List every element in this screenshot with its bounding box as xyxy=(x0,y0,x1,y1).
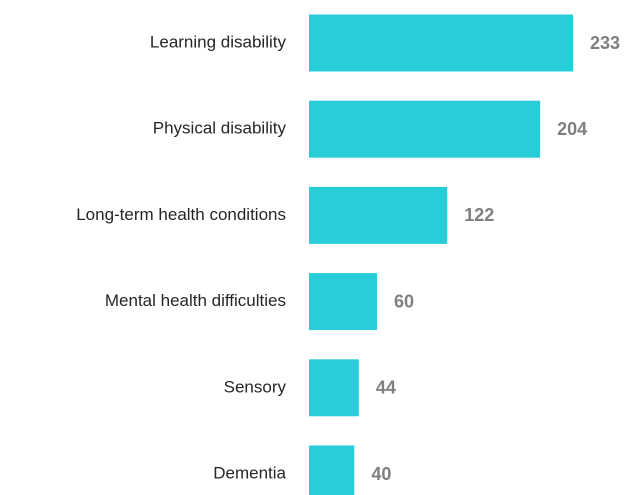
category-label: Physical disability xyxy=(153,119,287,138)
bar xyxy=(309,186,448,244)
category-label: Learning disability xyxy=(150,32,287,51)
value-label: 233 xyxy=(590,33,620,53)
value-label: 204 xyxy=(557,119,587,139)
value-label: 122 xyxy=(464,205,494,225)
bar xyxy=(309,100,541,158)
value-label: 60 xyxy=(394,291,414,311)
category-label: Mental health difficulties xyxy=(105,291,286,310)
category-label: Long-term health conditions xyxy=(76,205,286,224)
category-label: Dementia xyxy=(213,463,286,482)
bar xyxy=(309,273,377,331)
bar xyxy=(309,359,359,417)
value-label: 44 xyxy=(376,378,396,398)
category-label: Sensory xyxy=(224,377,287,396)
value-label: 40 xyxy=(371,464,391,484)
bar xyxy=(309,445,355,495)
bar xyxy=(309,14,573,72)
